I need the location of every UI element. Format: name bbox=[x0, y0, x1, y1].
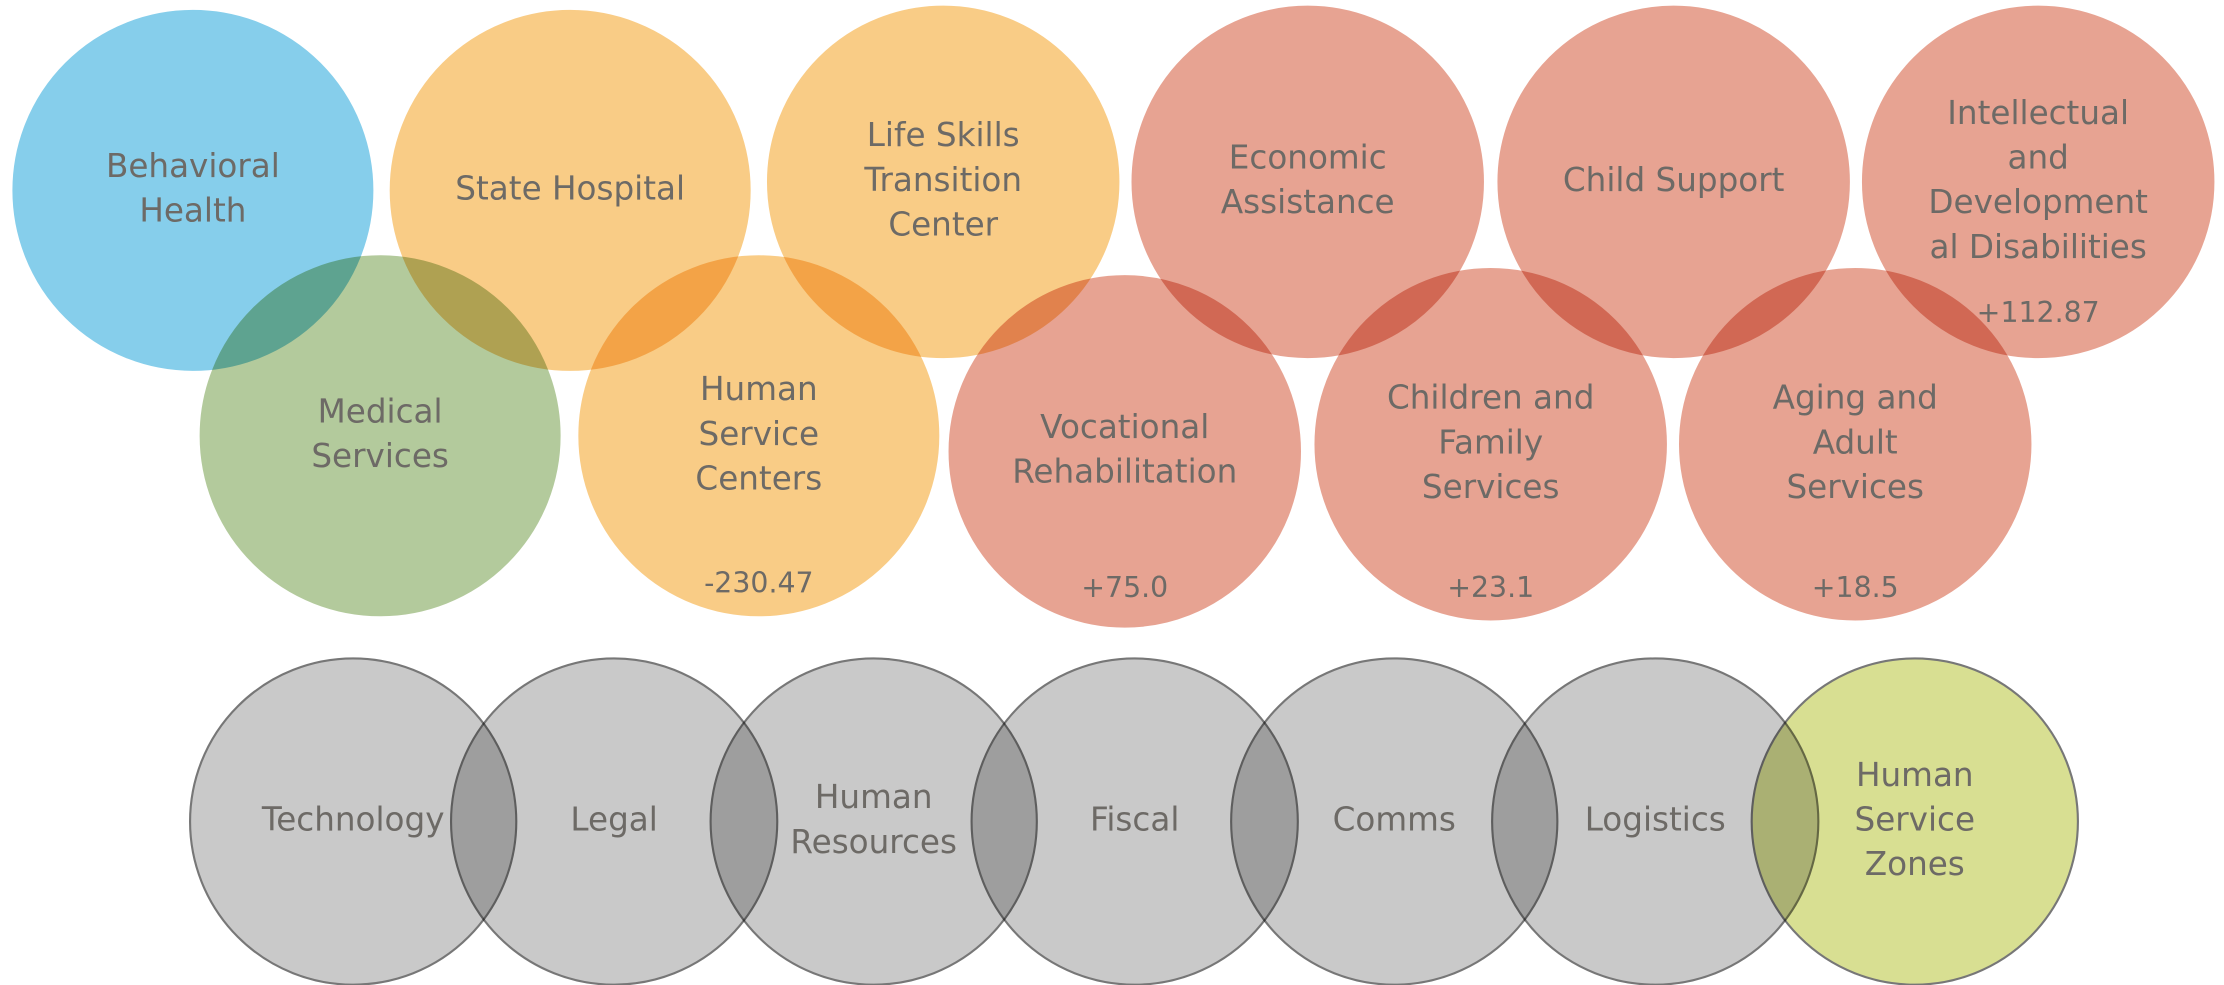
node-value: +75.0 bbox=[1081, 571, 1168, 604]
node-value: +112.87 bbox=[1977, 296, 2100, 329]
node-label: Assistance bbox=[1221, 183, 1395, 221]
node-circle bbox=[1312, 265, 1670, 623]
node-label: Comms bbox=[1333, 801, 1456, 839]
node-label: Service bbox=[1855, 801, 1976, 839]
node-circle bbox=[946, 273, 1304, 630]
node-label: Life Skills bbox=[867, 116, 1020, 154]
node-value: +23.1 bbox=[1447, 571, 1534, 604]
labels: Behavioral Health State Hospital Life Skill… bbox=[106, 94, 2148, 883]
node-label: Rehabilitation bbox=[1012, 453, 1237, 491]
node-label: Services bbox=[1422, 468, 1560, 506]
node-label: Human bbox=[700, 370, 818, 408]
node-label: Development bbox=[1928, 183, 2148, 221]
node-label: State Hospital bbox=[455, 169, 685, 207]
node-label: Human bbox=[815, 778, 933, 816]
node-circle bbox=[387, 7, 753, 374]
node-label: Children and bbox=[1387, 379, 1594, 417]
node-label: Economic bbox=[1229, 139, 1387, 177]
node-label: Health bbox=[139, 192, 246, 230]
node-circle bbox=[197, 253, 563, 619]
node-label: Logistics bbox=[1585, 801, 1726, 839]
node-label: Adult bbox=[1813, 423, 1898, 461]
node-label: Vocational bbox=[1040, 408, 1209, 446]
node-value: +18.5 bbox=[1812, 571, 1899, 604]
node-label: Centers bbox=[695, 459, 822, 497]
circles bbox=[10, 3, 2217, 985]
node-label: Child Support bbox=[1563, 161, 1785, 199]
node-label: Behavioral bbox=[106, 147, 280, 185]
node-label: Zones bbox=[1865, 845, 1965, 883]
node-label: Services bbox=[311, 437, 449, 475]
node-label: Service bbox=[699, 415, 820, 453]
node-label: Technology bbox=[261, 801, 445, 839]
node-circle bbox=[1676, 265, 2034, 623]
node-circle bbox=[1859, 3, 2217, 361]
node-circle bbox=[1495, 3, 1853, 361]
node-label: Medical bbox=[318, 392, 443, 430]
node-label: Aging and bbox=[1773, 379, 1938, 417]
node-label: Family bbox=[1438, 423, 1543, 461]
node-circle bbox=[576, 253, 942, 619]
node-label: Transition bbox=[863, 161, 1022, 199]
node-circle bbox=[764, 3, 1122, 361]
node-value: -230.47 bbox=[704, 567, 813, 600]
node-circle bbox=[1129, 3, 1487, 361]
node-label: Intellectual bbox=[1947, 94, 2129, 132]
node-label: and bbox=[2008, 139, 2069, 177]
node-label: Legal bbox=[570, 801, 657, 839]
node-label: al Disabilities bbox=[1930, 228, 2147, 266]
node-label: Center bbox=[888, 206, 998, 244]
node-label: Services bbox=[1786, 468, 1924, 506]
node-label: Fiscal bbox=[1090, 801, 1179, 839]
node-label: Human bbox=[1856, 756, 1974, 794]
node-label: Resources bbox=[790, 823, 957, 861]
